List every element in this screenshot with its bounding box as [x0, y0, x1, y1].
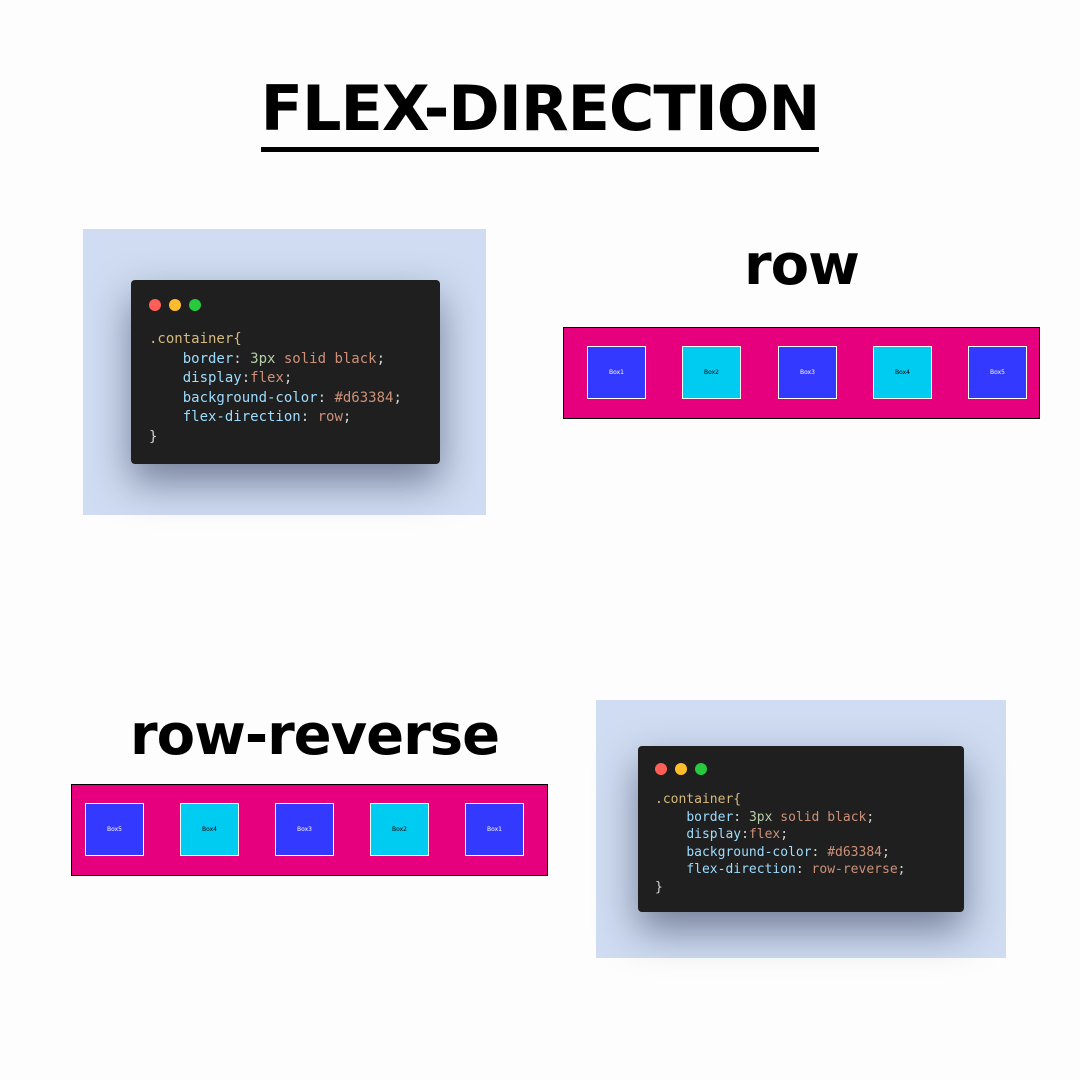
code-end: ; [780, 827, 789, 842]
code-value: solid black [275, 350, 377, 367]
code-end: ; [882, 844, 890, 860]
flex-box: Box2 [370, 803, 429, 856]
code-prop: background-color [686, 844, 812, 860]
code-prop: flex-direction [182, 409, 301, 425]
code-sep: : [811, 844, 828, 860]
code-end: ; [283, 370, 293, 386]
flex-box: Box5 [968, 346, 1027, 399]
code-value-num: 3px [748, 809, 773, 825]
code-end: ; [897, 862, 906, 877]
page-title: FLEX-DIRECTION [0, 72, 1080, 152]
code-sep: : [300, 409, 318, 425]
code-sep: : [233, 350, 251, 367]
code-window-row: .container{ border: 3px solid black; dis… [131, 280, 440, 464]
code-prop: border [686, 809, 734, 825]
code-selector: .container{ [655, 792, 742, 807]
code-close: } [149, 428, 158, 445]
code-sep: : [241, 370, 251, 386]
flex-box: Box5 [85, 803, 144, 856]
maximize-dot-icon [695, 763, 707, 775]
flex-box: Box3 [778, 346, 837, 399]
code-value: #d63384 [334, 389, 394, 406]
code-prop: flex-direction [686, 862, 796, 877]
section-label-row: row [744, 233, 860, 298]
code-value: #d63384 [827, 844, 882, 860]
code-end: ; [866, 809, 875, 825]
code-value: row-reverse [811, 862, 898, 877]
flex-box: Box4 [873, 346, 932, 399]
flex-box: Box1 [465, 803, 524, 856]
code-panel-row-reverse: .container{ border: 3px solid black; dis… [596, 700, 1006, 958]
flex-container-row: Box1 Box2 Box3 Box4 Box5 [563, 327, 1040, 419]
code-prop: border [182, 350, 234, 367]
code-prop: background-color [182, 389, 318, 406]
flex-container-row-reverse: Box5 Box4 Box3 Box2 Box1 [71, 784, 548, 876]
flex-box: Box1 [587, 346, 646, 399]
code-sep: : [317, 389, 335, 406]
code-sep: : [733, 809, 749, 825]
code-value: solid black [772, 809, 867, 825]
code-sep: : [741, 827, 749, 842]
code-prop: display [686, 827, 742, 842]
window-controls [149, 299, 201, 311]
code-value-num: 3px [250, 350, 276, 367]
flex-box: Box3 [275, 803, 334, 856]
code-sep: : [795, 862, 812, 877]
flex-box: Box2 [682, 346, 741, 399]
minimize-dot-icon [675, 763, 687, 775]
section-label-row-reverse: row-reverse [130, 703, 500, 768]
code-selector: .container{ [149, 331, 242, 347]
maximize-dot-icon [189, 299, 201, 311]
code-value: flex [250, 370, 284, 386]
flex-box: Box4 [180, 803, 239, 856]
code-end: ; [376, 350, 386, 367]
code-prop: display [182, 370, 242, 386]
code-block-row-reverse: .container{ border: 3px solid black; dis… [655, 791, 905, 896]
code-window-row-reverse: .container{ border: 3px solid black; dis… [638, 746, 964, 912]
code-close: } [655, 879, 663, 895]
close-dot-icon [655, 763, 667, 775]
code-value: row [317, 409, 343, 425]
code-value: flex [748, 827, 781, 842]
minimize-dot-icon [169, 299, 181, 311]
code-panel-row: .container{ border: 3px solid black; dis… [83, 229, 486, 515]
code-block-row: .container{ border: 3px solid black; dis… [149, 330, 402, 447]
close-dot-icon [149, 299, 161, 311]
code-end: ; [393, 389, 402, 406]
code-end: ; [342, 409, 352, 425]
window-controls [655, 763, 707, 775]
